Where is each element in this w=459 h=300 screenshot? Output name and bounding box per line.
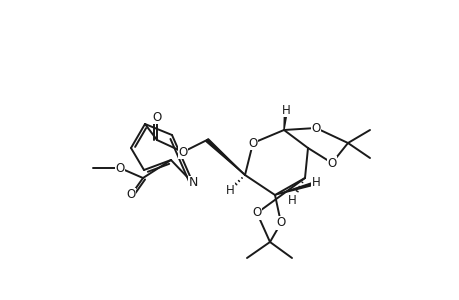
- Text: H: H: [311, 176, 319, 190]
- Text: N: N: [188, 176, 197, 190]
- Text: H: H: [281, 103, 290, 116]
- Text: O: O: [126, 188, 135, 202]
- Polygon shape: [274, 182, 316, 195]
- Text: O: O: [276, 217, 285, 230]
- Text: O: O: [152, 110, 161, 124]
- Text: H: H: [225, 184, 234, 196]
- Text: O: O: [248, 136, 257, 149]
- Text: O: O: [178, 146, 187, 158]
- Polygon shape: [205, 139, 245, 175]
- Text: O: O: [327, 157, 336, 169]
- Text: H: H: [287, 194, 296, 206]
- Text: O: O: [311, 122, 320, 134]
- Text: O: O: [115, 161, 124, 175]
- Text: O: O: [252, 206, 261, 220]
- Polygon shape: [283, 110, 287, 130]
